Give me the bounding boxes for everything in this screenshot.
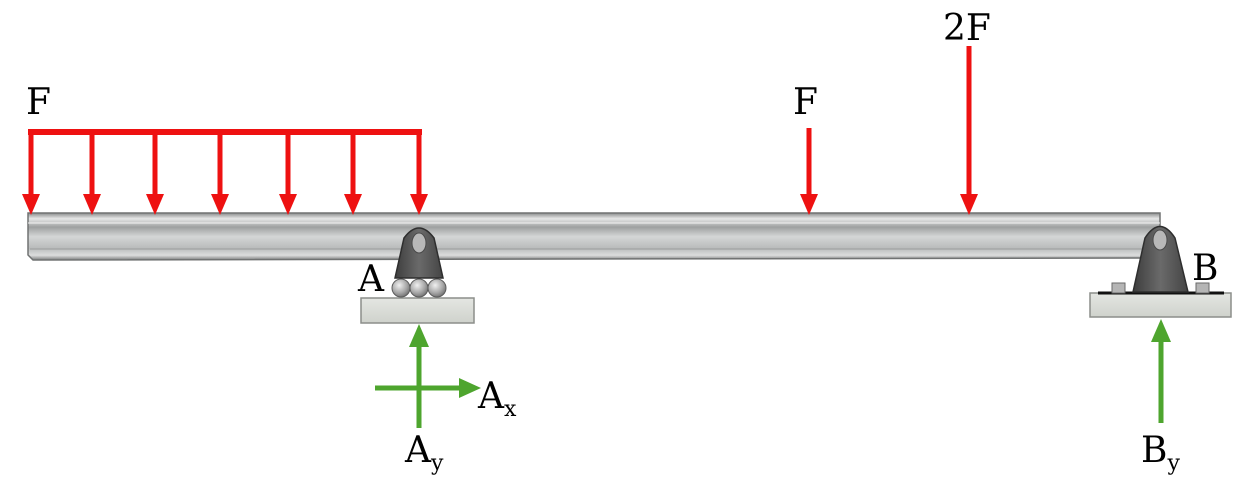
support-b-pinned (1089, 225, 1232, 318)
roller-icon (409, 278, 429, 298)
reaction-by-arrow (1151, 319, 1171, 423)
reaction-ax-subscript: x (504, 397, 517, 422)
reaction-ay-main: A (404, 430, 432, 471)
pin-icon (411, 232, 427, 254)
support-a-roller (360, 227, 475, 324)
bolt-icon (1195, 282, 1210, 294)
reaction-ay-arrow (409, 324, 429, 428)
reaction-ax-main: A (477, 376, 505, 417)
reaction-ax-label: Ax (477, 376, 517, 422)
reaction-by-subscript: y (1166, 451, 1180, 476)
point-load-2f-arrow (960, 46, 978, 215)
roller-icon (427, 278, 447, 298)
support-b-label: B (1192, 248, 1218, 289)
beam (27, 212, 1161, 261)
bolt-icon (1111, 282, 1126, 294)
support-a-base-plate (360, 297, 475, 324)
distributed-load (22, 129, 428, 215)
point-load-f-arrow (800, 128, 818, 215)
pin-icon (1152, 229, 1168, 251)
reaction-ax-arrow (375, 378, 481, 398)
point-load-f-label: F (793, 82, 818, 123)
reaction-ay-subscript: y (430, 451, 444, 476)
distributed-load-label: F (26, 82, 51, 123)
roller-icon (391, 278, 411, 298)
reaction-ay-label: Ay (404, 430, 444, 476)
support-b-bracket (1132, 225, 1189, 293)
reaction-by-main: B (1141, 430, 1167, 471)
point-load-2f-label: 2F (943, 8, 991, 49)
reaction-by-label: By (1141, 430, 1180, 476)
support-b-base-plate (1089, 292, 1232, 318)
support-a-label: A (357, 259, 385, 300)
